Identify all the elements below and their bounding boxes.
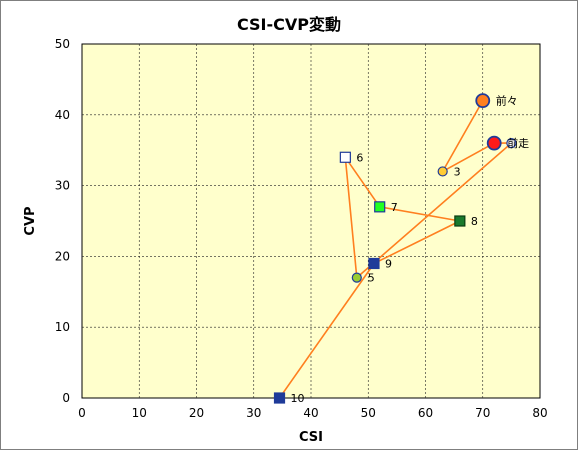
data-point <box>475 93 491 109</box>
series-lines <box>278 100 513 399</box>
point-label: 6 <box>356 151 363 164</box>
x-tick-label: 20 <box>189 406 204 420</box>
data-point <box>454 215 466 227</box>
point-label: 前走 <box>507 136 529 150</box>
y-tick-label: 0 <box>62 391 70 405</box>
y-tick-label: 30 <box>55 179 70 193</box>
point-label: 10 <box>291 392 305 405</box>
x-tick-label: 60 <box>418 406 433 420</box>
x-tick-label: 10 <box>132 406 147 420</box>
data-point <box>273 392 286 404</box>
chart-title: CSI-CVP変動 <box>237 15 341 34</box>
x-axis-label: CSI <box>299 430 323 445</box>
point-label: 3 <box>454 165 461 178</box>
y-axis-label: CVP <box>23 206 38 235</box>
data-point <box>351 272 362 283</box>
y-tick-label: 10 <box>55 320 70 334</box>
x-tick-label: 80 <box>532 406 547 420</box>
data-point <box>368 257 380 270</box>
data-points <box>273 93 517 404</box>
x-tick-label: 0 <box>78 406 86 420</box>
y-tick-label: 40 <box>55 108 70 122</box>
tick-labels: 0 10 20 30 40 50 60 70 80 0 10 20 30 40 50 <box>55 37 548 420</box>
y-tick-label: 20 <box>55 249 70 263</box>
x-tick-label: 30 <box>246 406 261 420</box>
x-tick-label: 40 <box>303 406 318 420</box>
point-label: 9 <box>385 257 392 270</box>
point-label: 8 <box>471 215 478 228</box>
data-point <box>437 166 448 177</box>
data-point <box>506 138 517 149</box>
data-point <box>486 135 502 151</box>
point-label: 前々 <box>496 94 518 108</box>
data-point <box>339 151 351 163</box>
y-tick-label: 50 <box>55 37 70 51</box>
x-tick-label: 50 <box>361 406 376 420</box>
data-point <box>374 201 386 213</box>
series-line <box>278 100 513 399</box>
point-label: 5 <box>368 272 375 285</box>
point-label: 7 <box>391 201 398 214</box>
x-tick-label: 70 <box>475 406 490 420</box>
